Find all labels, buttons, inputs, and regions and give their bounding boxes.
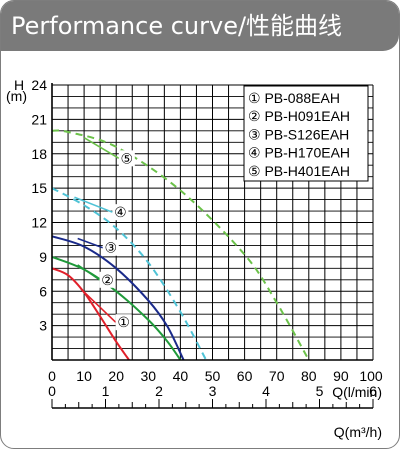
marker-leader-4: [74, 196, 113, 213]
marker-label-4: ④: [114, 204, 127, 220]
y-tick-label: 6: [39, 283, 47, 299]
x-tick-label: 100: [359, 368, 383, 384]
x2-axis-label: Q(m³/h): [334, 424, 382, 440]
legend-entry-5: ⑤ PB-H401EAH: [248, 163, 350, 179]
marker-label-3: ③: [104, 240, 117, 256]
legend-box: [243, 85, 369, 182]
curve-5: [51, 129, 310, 361]
marker-label-5: ⑤: [121, 150, 134, 166]
x-tick-label: 90: [333, 368, 349, 384]
x2-tick-label: 0: [48, 383, 56, 399]
x-tick-label: 20: [108, 368, 124, 384]
y-tick-label: 3: [39, 318, 47, 334]
marker-bg-5: [118, 150, 135, 167]
marker-leader-2: [77, 264, 101, 281]
x-tick-label: 60: [237, 368, 253, 384]
legend-entry-4: ④ PB-H170EAH: [248, 145, 350, 161]
x-tick-label: 50: [205, 368, 221, 384]
x-tick-label: 70: [269, 368, 285, 384]
y-tick-label: 18: [31, 146, 47, 162]
x-tick-label: 0: [48, 368, 56, 384]
curve-1: [51, 267, 130, 361]
x2-tick-label: 1: [102, 383, 110, 399]
marker-bg-1: [115, 314, 132, 331]
x2-tick-label: 4: [262, 383, 270, 399]
y-tick-label: 12: [31, 215, 47, 231]
curve-3: [51, 235, 185, 361]
marker-leader-5: [83, 137, 120, 160]
curve-markers: ① ② ③ ④ ⑤: [74, 137, 135, 331]
curve-4: [51, 187, 207, 361]
y-tick-label: 24: [31, 77, 47, 93]
x-axis-label: Q(l/min): [332, 384, 382, 400]
x2-tick-label: 6: [369, 383, 377, 399]
marker-label-2: ②: [101, 272, 114, 288]
marker-leader-3: [77, 237, 104, 249]
legend: ① PB-088EAH ② PB-H091EAH ③ PB-S126EAH ④ PB-…: [243, 85, 369, 182]
page-title: Performance curve/性能曲线: [1, 1, 399, 51]
y-axis-label: H: [14, 77, 24, 93]
y-tick-label: 15: [31, 180, 47, 196]
y-tick-label: 9: [39, 249, 47, 265]
y-axis-unit: (m): [6, 88, 27, 104]
x2-tick-label: 3: [209, 383, 217, 399]
legend-entry-2: ② PB-H091EAH: [248, 108, 350, 124]
x2-tick-label: 5: [316, 383, 324, 399]
marker-leader-1: [80, 288, 117, 323]
legend-entry-1: ① PB-088EAH: [248, 90, 340, 106]
marker-bg-2: [99, 271, 116, 288]
legend-entry-3: ③ PB-S126EAH: [248, 126, 349, 142]
marker-bg-3: [102, 239, 119, 256]
y-tick-label: 21: [31, 111, 47, 127]
x-tick-label: 80: [301, 368, 317, 384]
x-tick-label: 40: [173, 368, 189, 384]
marker-label-1: ①: [117, 314, 130, 330]
x-tick-label: 10: [76, 368, 92, 384]
x-tick-label: 30: [141, 368, 157, 384]
x2-tick-label: 2: [155, 383, 163, 399]
marker-bg-4: [112, 204, 129, 221]
